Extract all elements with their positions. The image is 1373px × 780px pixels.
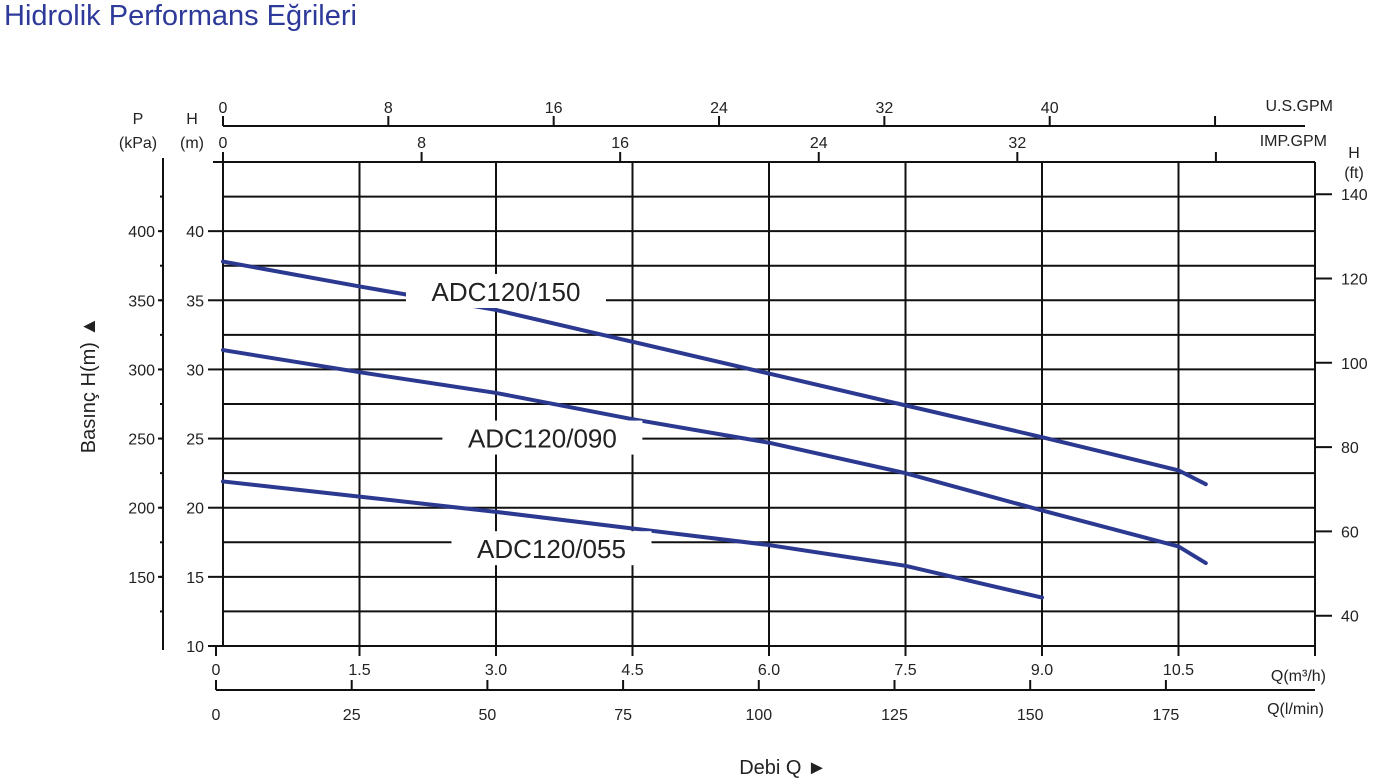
h-tick-label: 35 [186, 293, 204, 310]
usgpm-tick-label: 32 [875, 100, 893, 117]
series-label: ADC120/055 [477, 534, 626, 564]
usgpm-tick-label: 24 [710, 100, 728, 117]
x-axis-title: Debi Q ► [739, 757, 827, 779]
p-tick-label: 350 [128, 293, 155, 310]
lmin-tick-label: 0 [212, 707, 221, 724]
h-unit-label: (m) [180, 135, 204, 152]
series-label-bg [442, 420, 643, 455]
series-label-bg [406, 273, 606, 308]
x-tick-label: 0 [212, 662, 221, 679]
series-label: ADC120/150 [432, 277, 581, 307]
x-tick-label: 4.5 [621, 662, 643, 679]
p-tick-label: 150 [128, 570, 155, 587]
x-tick-label: 9.0 [1031, 662, 1053, 679]
ft-unit-label: H [1348, 145, 1360, 162]
impgpm-tick-label: 32 [1008, 135, 1026, 152]
lmin-tick-label: 150 [1017, 707, 1044, 724]
usgpm-tick-label: 8 [384, 100, 393, 117]
impgpm-tick-label: 8 [417, 135, 426, 152]
x-tick-label: 10.5 [1163, 662, 1194, 679]
impgpm-unit-label: IMP.GPM [1260, 133, 1327, 150]
p-tick-label: 300 [128, 362, 155, 379]
lmin-tick-label: 50 [479, 707, 497, 724]
impgpm-tick-label: 16 [611, 135, 629, 152]
h-tick-label: 40 [186, 224, 204, 241]
page-title: Hidrolik Performans Eğrileri [4, 0, 357, 32]
p-unit-label: (kPa) [119, 135, 157, 152]
lmin-tick-label: 100 [745, 707, 772, 724]
h-tick-label: 15 [186, 570, 204, 587]
lmin-tick-label: 125 [881, 707, 908, 724]
curve-adc120-090 [221, 348, 1208, 566]
h-tick-label: 20 [186, 501, 204, 518]
lmin-tick-label: 75 [614, 707, 632, 724]
x-tick-label: 3.0 [485, 662, 507, 679]
series-label: ADC120/090 [468, 424, 617, 454]
lmin-tick-label: 175 [1153, 707, 1180, 724]
ft-tick-label: 40 [1341, 609, 1359, 626]
ft-tick-label: 100 [1341, 356, 1368, 373]
p-tick-label: 250 [128, 432, 155, 449]
ft-unit-label: (ft) [1344, 165, 1364, 182]
usgpm-tick-label: 40 [1041, 100, 1059, 117]
ft-tick-label: 120 [1341, 272, 1368, 289]
impgpm-tick-label: 24 [810, 135, 828, 152]
x-unit-label: Q(m³/h) [1271, 668, 1326, 685]
curve-adc120-055 [221, 479, 1044, 600]
x-tick-label: 1.5 [348, 662, 370, 679]
p-tick-label: 400 [128, 224, 155, 241]
p-unit-label: P [133, 111, 144, 128]
impgpm-tick-label: 0 [219, 135, 228, 152]
usgpm-unit-label: U.S.GPM [1265, 98, 1333, 115]
lmin-unit-label: Q(l/min) [1267, 701, 1324, 718]
h-tick-label: 25 [186, 432, 204, 449]
y-axis-title: Basınç H(m) ▲ [78, 317, 100, 453]
usgpm-tick-label: 0 [219, 100, 228, 117]
p-tick-label: 200 [128, 501, 155, 518]
x-tick-label: 7.5 [894, 662, 916, 679]
ft-tick-label: 80 [1341, 440, 1359, 457]
curve-adc120-150 [221, 259, 1208, 487]
x-tick-label: 6.0 [758, 662, 780, 679]
h-tick-label: 10 [186, 639, 204, 656]
ft-tick-label: 60 [1341, 524, 1359, 541]
ft-tick-label: 140 [1341, 187, 1368, 204]
h-unit-label: H [186, 111, 198, 128]
series-label-bg [451, 531, 652, 566]
h-tick-label: 30 [186, 362, 204, 379]
usgpm-tick-label: 16 [545, 100, 563, 117]
lmin-tick-label: 25 [343, 707, 361, 724]
